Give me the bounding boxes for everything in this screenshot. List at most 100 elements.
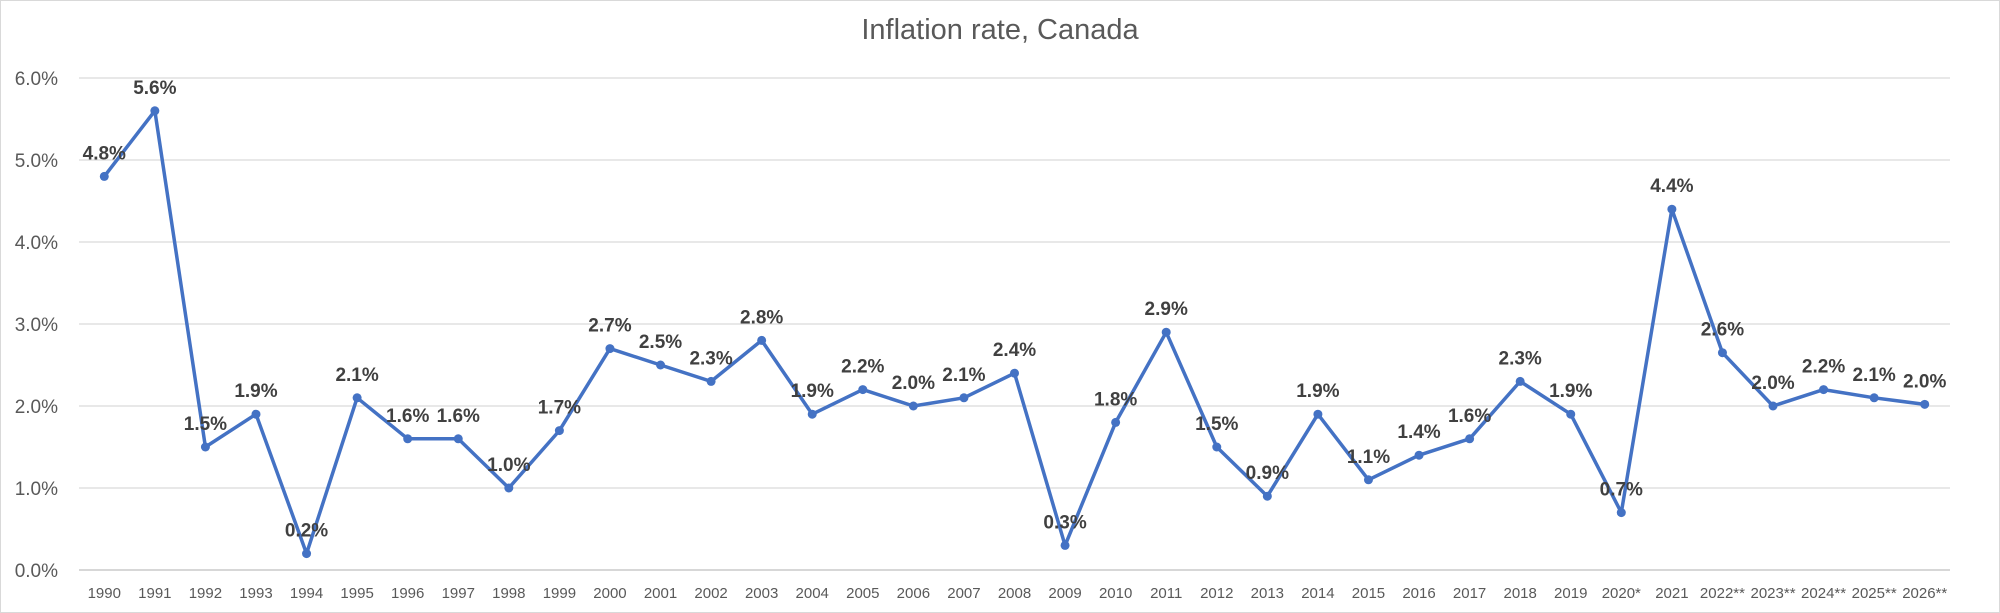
data-point bbox=[1262, 491, 1272, 501]
y-tick-label: 2.0% bbox=[15, 397, 58, 418]
data-label: 0.2% bbox=[285, 521, 328, 542]
data-point bbox=[706, 376, 716, 386]
data-label: 1.6% bbox=[1448, 406, 1491, 427]
data-label: 1.4% bbox=[1397, 422, 1440, 443]
data-label: 0.9% bbox=[1246, 463, 1289, 484]
x-tick-label: 2008 bbox=[998, 585, 1031, 602]
data-point bbox=[1465, 434, 1475, 444]
data-point bbox=[554, 426, 564, 436]
data-point bbox=[1566, 409, 1576, 419]
data-point bbox=[1212, 442, 1222, 452]
x-tick-label: 1999 bbox=[543, 585, 576, 602]
x-tick-label: 2001 bbox=[644, 585, 677, 602]
data-point bbox=[858, 385, 868, 395]
data-label: 2.0% bbox=[892, 373, 935, 394]
x-tick-label: 1998 bbox=[492, 585, 525, 602]
x-tick-label: 2025** bbox=[1852, 585, 1897, 602]
data-point bbox=[504, 483, 514, 493]
x-tick-label: 2017 bbox=[1453, 585, 1486, 602]
chart-title: Inflation rate, Canada bbox=[861, 14, 1139, 46]
x-tick-label: 1995 bbox=[340, 585, 373, 602]
data-point bbox=[99, 171, 109, 181]
x-tick-label: 2021 bbox=[1655, 585, 1688, 602]
x-tick-label: 2016 bbox=[1402, 585, 1435, 602]
data-label: 2.1% bbox=[1852, 365, 1895, 386]
data-label: 2.1% bbox=[942, 365, 985, 386]
x-tick-label: 1994 bbox=[290, 585, 323, 602]
data-label: 2.4% bbox=[993, 340, 1036, 361]
x-tick-label: 2012 bbox=[1200, 585, 1233, 602]
data-label: 1.9% bbox=[234, 381, 277, 402]
x-tick-label: 2024** bbox=[1801, 585, 1846, 602]
y-tick-label: 1.0% bbox=[15, 479, 58, 500]
data-point bbox=[1313, 409, 1323, 419]
data-label: 2.3% bbox=[689, 348, 732, 369]
data-point bbox=[302, 549, 312, 559]
x-tick-label: 2009 bbox=[1048, 585, 1081, 602]
x-tick-label: 2014 bbox=[1301, 585, 1334, 602]
x-tick-label: 2010 bbox=[1099, 585, 1132, 602]
data-label: 1.9% bbox=[1296, 381, 1339, 402]
data-label: 1.6% bbox=[386, 406, 429, 427]
x-tick-label: 2023** bbox=[1750, 585, 1795, 602]
data-point bbox=[1515, 376, 1525, 386]
data-point bbox=[1111, 417, 1121, 427]
data-label: 1.9% bbox=[791, 381, 834, 402]
data-label: 2.9% bbox=[1145, 299, 1188, 320]
data-label: 2.6% bbox=[1701, 320, 1744, 341]
data-point bbox=[1616, 508, 1626, 518]
x-tick-label: 2003 bbox=[745, 585, 778, 602]
x-tick-label: 1992 bbox=[189, 585, 222, 602]
x-tick-label: 1991 bbox=[138, 585, 171, 602]
data-point bbox=[1161, 327, 1171, 337]
x-tick-label: 2002 bbox=[694, 585, 727, 602]
y-tick-label: 0.0% bbox=[15, 561, 58, 582]
data-point bbox=[403, 434, 413, 444]
x-tick-label: 2007 bbox=[947, 585, 980, 602]
data-label: 2.3% bbox=[1499, 348, 1542, 369]
data-label: 1.1% bbox=[1347, 447, 1390, 468]
x-tick-label: 1996 bbox=[391, 585, 424, 602]
data-label: 2.0% bbox=[1903, 371, 1946, 392]
data-label: 2.7% bbox=[588, 316, 631, 337]
x-tick-label: 2004 bbox=[796, 585, 829, 602]
x-tick-label: 2000 bbox=[593, 585, 626, 602]
data-label: 2.2% bbox=[841, 357, 884, 378]
x-tick-label: 2019 bbox=[1554, 585, 1587, 602]
data-label: 5.6% bbox=[133, 78, 176, 99]
y-tick-label: 4.0% bbox=[15, 233, 58, 254]
data-point bbox=[1717, 348, 1727, 358]
x-tick-label: 1993 bbox=[239, 585, 272, 602]
data-point bbox=[1768, 401, 1778, 411]
data-point bbox=[1920, 399, 1930, 409]
data-point bbox=[1667, 204, 1677, 214]
data-point bbox=[807, 409, 817, 419]
data-point bbox=[908, 401, 918, 411]
data-point bbox=[453, 434, 463, 444]
data-point bbox=[352, 393, 362, 403]
data-point bbox=[1010, 368, 1019, 378]
data-point bbox=[1060, 540, 1070, 550]
x-tick-label: 2005 bbox=[846, 585, 879, 602]
data-label: 2.0% bbox=[1751, 373, 1794, 394]
data-label: 2.5% bbox=[639, 332, 682, 353]
data-point bbox=[200, 442, 210, 452]
data-label: 2.8% bbox=[740, 307, 783, 328]
y-tick-label: 6.0% bbox=[15, 69, 58, 90]
data-point bbox=[1363, 475, 1373, 485]
data-label: 1.7% bbox=[538, 398, 581, 419]
x-tick-label: 2013 bbox=[1251, 585, 1284, 602]
x-tick-label: 2026** bbox=[1902, 585, 1947, 602]
data-point bbox=[251, 409, 261, 419]
data-point bbox=[656, 360, 666, 370]
data-point bbox=[959, 393, 969, 403]
data-label: 1.5% bbox=[184, 414, 227, 435]
data-point bbox=[1414, 450, 1424, 460]
x-tick-label: 2015 bbox=[1352, 585, 1385, 602]
x-tick-label: 2018 bbox=[1503, 585, 1536, 602]
y-tick-label: 3.0% bbox=[15, 315, 58, 336]
data-label: 2.2% bbox=[1802, 357, 1845, 378]
data-point bbox=[1819, 385, 1829, 395]
x-tick-label: 2006 bbox=[897, 585, 930, 602]
data-label: 4.4% bbox=[1650, 176, 1693, 197]
